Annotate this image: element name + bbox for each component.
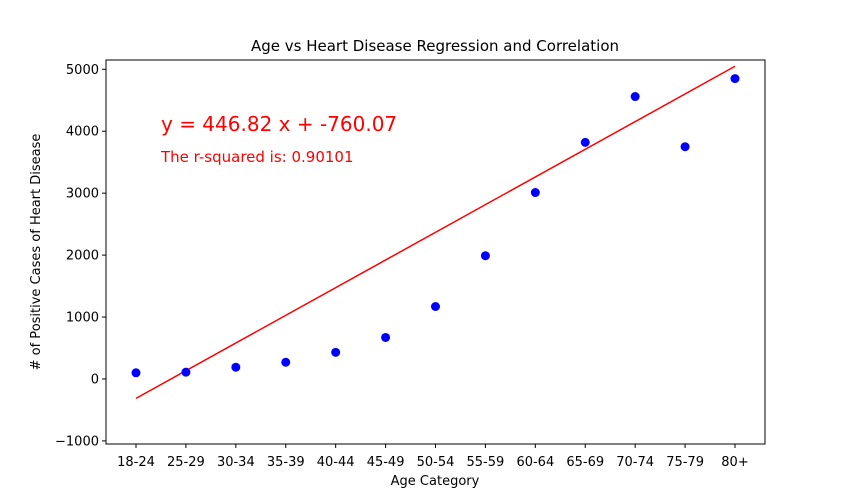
data-point [580,137,590,147]
regression-layer [135,65,736,400]
data-point [730,74,740,84]
y-tick-label: 4000 [66,125,99,140]
y-tick-label: 2000 [66,249,99,264]
regression-equation: y = 446.82 x + -760.07 [161,112,397,136]
x-tick-label: 50-54 [417,455,455,470]
y-tick-label: 3000 [66,187,99,202]
x-axis-label: Age Category [391,474,480,489]
y-axis-label: # of Positive Cases of Heart Disease [29,134,44,371]
data-point [131,368,141,378]
x-tick-label: 70-74 [616,455,654,470]
y-tick-label: 0 [91,372,99,387]
x-tick-label: 40-44 [317,455,355,470]
x-tick-label: 30-34 [217,455,255,470]
x-tick-label: 65-69 [566,455,604,470]
y-tick-label: 1000 [66,311,99,326]
x-tick-label: 45-49 [367,455,405,470]
data-point [381,332,391,342]
x-tick-label: 18-24 [117,455,155,470]
x-tick-label: 55-59 [467,455,505,470]
x-tick-label: 25-29 [167,455,205,470]
y-tick-label: −1000 [55,434,99,449]
x-tick-label: 35-39 [267,455,305,470]
x-axis: 18-24 25-29 30-34 35-39 40-44 45-49 50-54 55-59… [117,444,749,470]
y-tick-label: 5000 [66,63,99,78]
r-squared-annotation: The r-squared is: 0.90101 [160,148,354,166]
data-point [630,92,640,102]
data-point [331,347,341,357]
data-point [480,251,490,261]
data-point [281,357,291,367]
data-points [131,74,740,378]
x-tick-label: 80+ [721,455,748,470]
data-point [181,367,191,377]
y-axis: −1000 0 1000 2000 3000 4000 5000 [55,63,106,449]
regression-line [135,65,736,400]
data-point [530,188,540,198]
data-point [431,302,440,312]
x-tick-label: 60-64 [516,455,554,470]
data-point [231,362,241,372]
x-tick-label: 75-79 [666,455,704,470]
chart-title: Age vs Heart Disease Regression and Corr… [251,37,619,55]
data-point [680,142,690,152]
